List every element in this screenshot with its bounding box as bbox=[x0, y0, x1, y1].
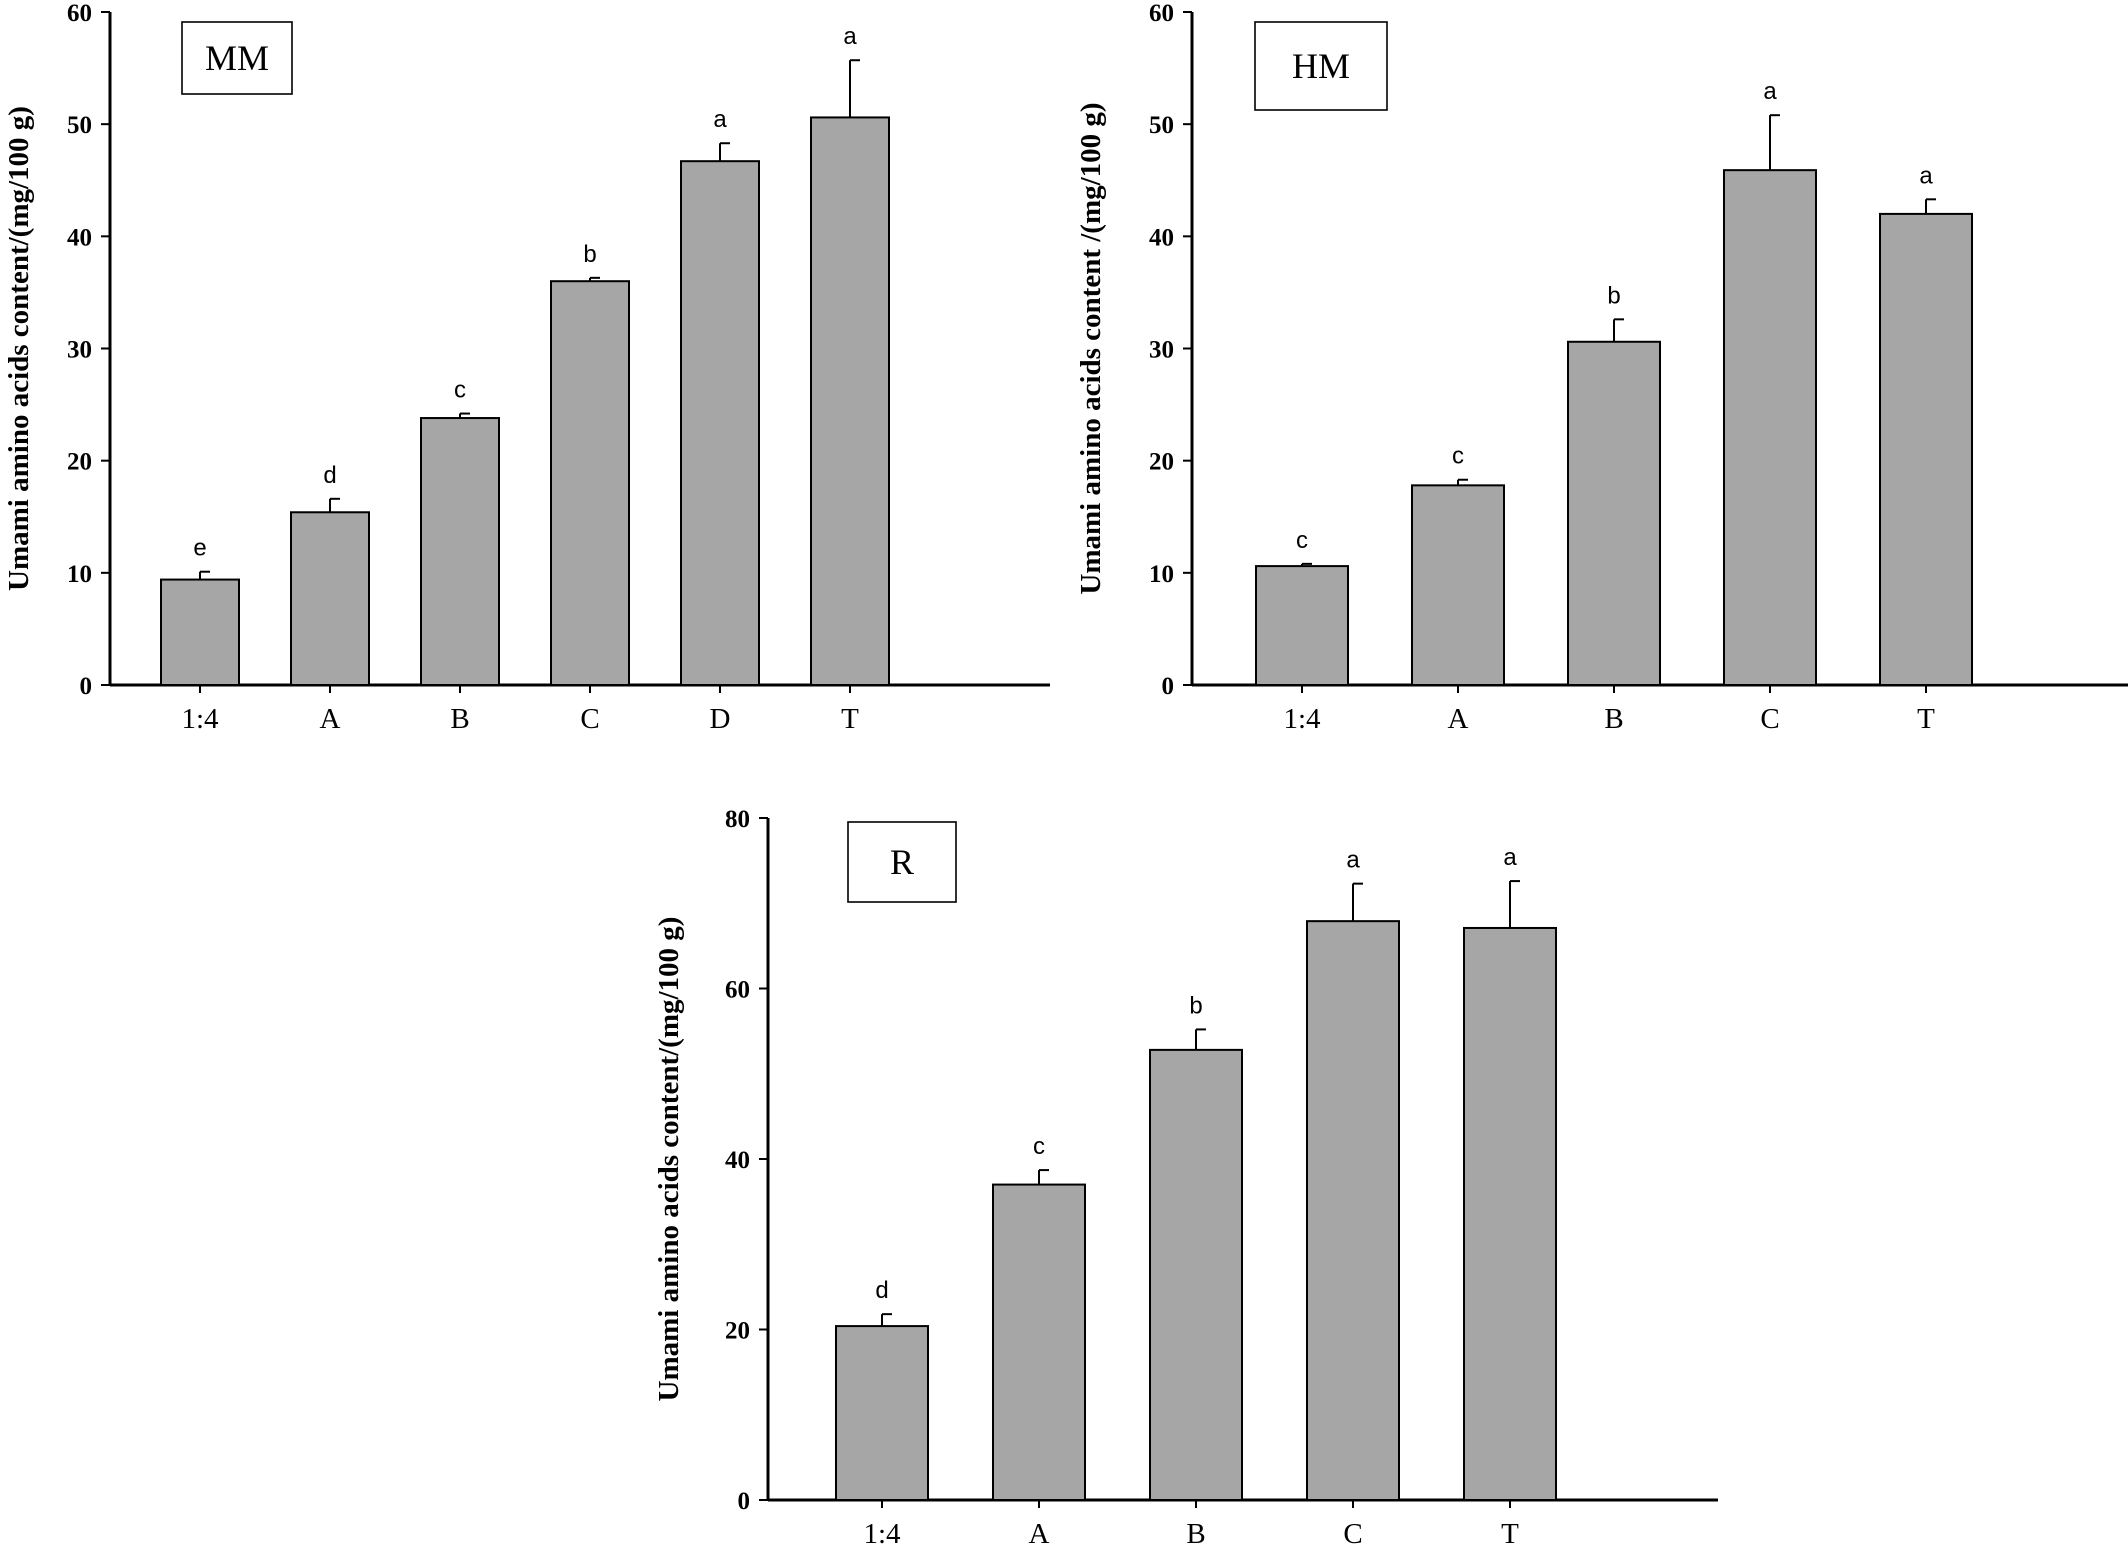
y-tick-label: 10 bbox=[67, 561, 92, 588]
significance-letter: a bbox=[1919, 162, 1933, 189]
x-tick-label: B bbox=[1186, 1518, 1205, 1550]
bar-t bbox=[1879, 212, 1973, 686]
y-tick-label: 30 bbox=[1149, 337, 1174, 364]
significance-letter: e bbox=[193, 535, 206, 562]
significance-letter: c bbox=[1296, 527, 1308, 554]
y-axis-title: Umami amino acids content/(mg/100 g) bbox=[653, 917, 685, 1402]
bar-a bbox=[992, 1183, 1086, 1501]
bar-a bbox=[290, 511, 370, 686]
bar-d bbox=[680, 160, 760, 687]
y-tick-label: 20 bbox=[67, 449, 92, 476]
y-tick-label: 60 bbox=[67, 0, 92, 27]
bar-b bbox=[1149, 1048, 1243, 1501]
panel-label-box bbox=[847, 821, 957, 903]
significance-letter: b bbox=[1189, 992, 1202, 1019]
y-tick-label: 40 bbox=[725, 1147, 750, 1174]
bar-a bbox=[1411, 484, 1505, 686]
y-tick-label: 20 bbox=[1149, 449, 1174, 476]
panel-label-box bbox=[1254, 21, 1388, 111]
significance-letter: b bbox=[1607, 282, 1620, 309]
y-tick-label: 60 bbox=[1149, 0, 1174, 27]
y-tick-label: 30 bbox=[67, 337, 92, 364]
x-tick-label: 1:4 bbox=[863, 1518, 901, 1550]
significance-letter: d bbox=[323, 462, 336, 489]
significance-letter: d bbox=[875, 1277, 888, 1304]
chart-panel-hm: 0 10 20 30 40 50 60 Umami amino acids content /… bbox=[1075, 0, 2128, 735]
y-tick-label: 0 bbox=[80, 673, 93, 700]
significance-letter: a bbox=[1346, 847, 1360, 874]
bar-t bbox=[1463, 926, 1557, 1501]
x-tick-label: A bbox=[320, 703, 341, 735]
bar-b bbox=[1567, 340, 1661, 686]
significance-letter: c bbox=[1452, 443, 1464, 470]
y-tick-label: 50 bbox=[67, 112, 92, 139]
x-tick-label: B bbox=[1604, 703, 1623, 735]
y-tick-label: 40 bbox=[67, 224, 92, 251]
y-tick-label: 80 bbox=[725, 806, 750, 833]
y-tick-label: 0 bbox=[738, 1488, 751, 1515]
bar-1-4 bbox=[835, 1325, 929, 1501]
bar-c bbox=[550, 280, 630, 686]
y-tick-label: 50 bbox=[1149, 112, 1174, 139]
x-tick-label: T bbox=[1917, 703, 1935, 735]
x-tick-label: 1:4 bbox=[181, 703, 219, 735]
significance-letter: b bbox=[583, 241, 596, 268]
bar-t bbox=[810, 116, 890, 687]
significance-letter: c bbox=[454, 377, 466, 404]
significance-letter: a bbox=[1503, 844, 1517, 871]
x-tick-label: A bbox=[1448, 703, 1469, 735]
x-tick-label: 1:4 bbox=[1283, 703, 1321, 735]
panel-label: R bbox=[890, 842, 914, 882]
panel-label-box bbox=[181, 21, 293, 95]
panel-label: HM bbox=[1292, 46, 1350, 86]
chart-panel-r: 0 20 40 60 80 Umami amino acids content/(mg/1… bbox=[653, 806, 1718, 1550]
significance-letter: c bbox=[1033, 1133, 1045, 1160]
y-tick-label: 20 bbox=[725, 1318, 750, 1345]
bar-c bbox=[1306, 920, 1400, 1501]
x-tick-label: C bbox=[1760, 703, 1779, 735]
x-tick-label: C bbox=[1343, 1518, 1362, 1550]
bar-1-4 bbox=[160, 578, 240, 687]
x-tick-label: C bbox=[580, 703, 599, 735]
chart-panel-mm: 0 10 20 30 40 50 60 Umami amino acids content/(… bbox=[3, 0, 1050, 735]
panel-label: MM bbox=[205, 38, 269, 78]
significance-letter: a bbox=[713, 106, 727, 133]
x-tick-label: T bbox=[1501, 1518, 1519, 1550]
y-tick-label: 40 bbox=[1149, 224, 1174, 251]
x-tick-label: T bbox=[841, 703, 859, 735]
bar-c bbox=[1723, 169, 1817, 686]
significance-letter: a bbox=[843, 23, 857, 50]
x-tick-label: D bbox=[710, 703, 731, 735]
y-tick-label: 60 bbox=[725, 977, 750, 1004]
x-tick-label: B bbox=[450, 703, 469, 735]
y-axis-title: Umami amino acids content/(mg/100 g) bbox=[3, 106, 35, 591]
significance-letter: a bbox=[1763, 78, 1777, 105]
y-tick-label: 0 bbox=[1162, 673, 1175, 700]
bar-b bbox=[420, 417, 500, 686]
y-tick-label: 10 bbox=[1149, 561, 1174, 588]
y-axis-title: Umami amino acids content /(mg/100 g) bbox=[1075, 102, 1107, 594]
x-tick-label: A bbox=[1029, 1518, 1050, 1550]
bar-1-4 bbox=[1255, 565, 1349, 686]
